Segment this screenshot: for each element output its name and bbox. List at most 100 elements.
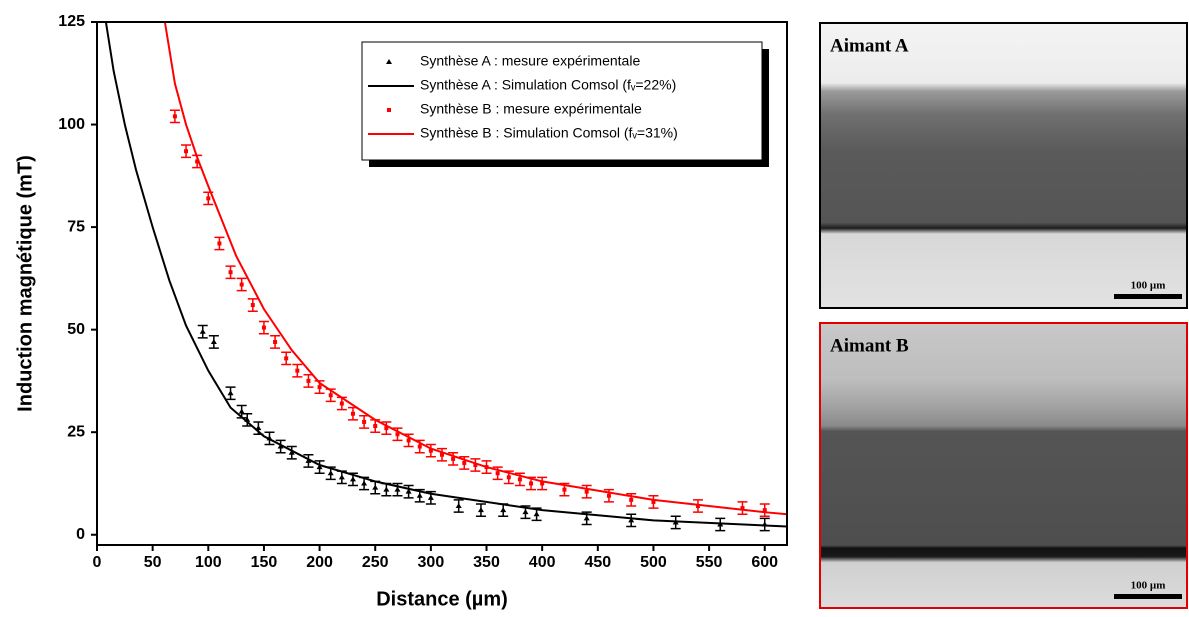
legend-box	[361, 41, 763, 161]
data-point	[362, 419, 367, 424]
x-tick-label: 600	[751, 554, 778, 571]
fit-line	[163, 22, 787, 516]
data-point	[529, 481, 534, 486]
data-point	[184, 149, 189, 154]
legend-label: Synthèse A : mesure expérimentale	[420, 53, 640, 69]
data-point	[284, 356, 289, 361]
data-point	[428, 448, 433, 453]
data-point	[440, 452, 444, 457]
x-tick-label: 0	[93, 554, 102, 571]
data-point	[451, 456, 456, 461]
data-point	[384, 426, 389, 431]
data-point	[500, 507, 507, 513]
data-point	[417, 444, 422, 449]
data-point	[395, 432, 400, 437]
y-tick-label: 100	[58, 116, 85, 133]
data-point	[628, 517, 635, 523]
x-tick-label: 250	[362, 554, 389, 571]
data-point	[506, 475, 511, 480]
y-tick-label: 0	[76, 526, 85, 543]
image-panel: Aimant B 100 µm	[819, 322, 1188, 609]
panel-title: Aimant A	[830, 35, 909, 56]
data-point	[406, 438, 411, 443]
data-point	[455, 503, 462, 509]
data-point	[606, 493, 611, 498]
x-tick-label: 300	[418, 554, 445, 571]
x-axis-title: Distance (µm)	[376, 588, 508, 610]
x-tick-label: 350	[473, 554, 500, 571]
data-point	[288, 449, 295, 455]
x-tick-label: 150	[251, 554, 278, 571]
data-point	[210, 338, 217, 344]
data-point	[339, 401, 344, 406]
data-point	[562, 487, 567, 492]
data-point	[250, 303, 255, 308]
data-point	[277, 443, 284, 449]
data-point	[629, 497, 634, 502]
scale-bar	[1114, 594, 1182, 599]
data-point	[416, 492, 423, 498]
data-point	[762, 508, 767, 513]
data-point	[317, 385, 322, 390]
data-point	[273, 339, 278, 344]
x-tick-label: 200	[306, 554, 333, 571]
x-tick-label: 500	[640, 554, 667, 571]
data-point	[517, 477, 522, 482]
data-point	[394, 486, 401, 492]
x-tick-label: 400	[529, 554, 556, 571]
plot-frame	[96, 21, 788, 546]
data-point	[199, 328, 206, 334]
data-point	[462, 460, 467, 465]
data-point	[651, 499, 656, 504]
data-point	[327, 470, 334, 476]
legend-label: Synthèse B : Simulation Comsol (fᵥ=31%)	[420, 125, 678, 141]
chart: 0 50 100 150 200 250 300 350 400 450 500 550 600 0 25 5…	[14, 13, 788, 610]
data-point	[316, 464, 323, 470]
data-point	[328, 393, 333, 398]
data-point	[227, 390, 234, 396]
panel-title: Aimant B	[830, 335, 909, 356]
data-point	[295, 368, 300, 373]
data-point	[540, 481, 545, 486]
y-tick-label: 25	[67, 423, 85, 440]
data-point	[195, 159, 200, 164]
data-point	[349, 476, 356, 482]
sem-image	[819, 22, 1188, 309]
legend-label: Synthèse B : mesure expérimentale	[420, 101, 642, 117]
y-tick-label: 125	[58, 13, 85, 30]
data-point	[350, 411, 355, 416]
y-axis-title: Induction magnétique (mT)	[14, 155, 36, 412]
x-tick-label: 450	[584, 554, 611, 571]
data-point	[740, 506, 745, 511]
data-point	[239, 282, 244, 287]
data-point	[495, 471, 500, 476]
y-tick-label: 50	[67, 321, 85, 338]
sem-image	[819, 322, 1188, 609]
data-point	[477, 507, 484, 513]
data-point	[584, 489, 589, 494]
data-point	[306, 378, 311, 383]
data-point	[255, 425, 262, 431]
data-point	[583, 515, 590, 521]
scale-bar	[1114, 294, 1182, 299]
data-point	[533, 511, 540, 517]
x-tick-label: 550	[696, 554, 723, 571]
x-tick-label: 100	[195, 554, 222, 571]
data-point	[172, 114, 177, 119]
scale-label: 100 µm	[1131, 580, 1166, 592]
data-point	[405, 488, 412, 494]
data-point	[238, 408, 245, 414]
legend-swatch	[386, 59, 392, 64]
legend-label: Synthèse A : Simulation Comsol (fᵥ=22%)	[420, 77, 676, 93]
data-point	[261, 325, 266, 330]
scale-label: 100 µm	[1131, 280, 1166, 292]
data-point	[522, 509, 529, 515]
data-point	[228, 270, 233, 275]
data-point	[383, 486, 390, 492]
image-panel: Aimant A 100 µm	[819, 22, 1188, 309]
data-point	[373, 424, 378, 429]
legend-swatch	[387, 108, 391, 112]
x-tick-label: 50	[144, 554, 162, 571]
data-point	[427, 494, 434, 500]
